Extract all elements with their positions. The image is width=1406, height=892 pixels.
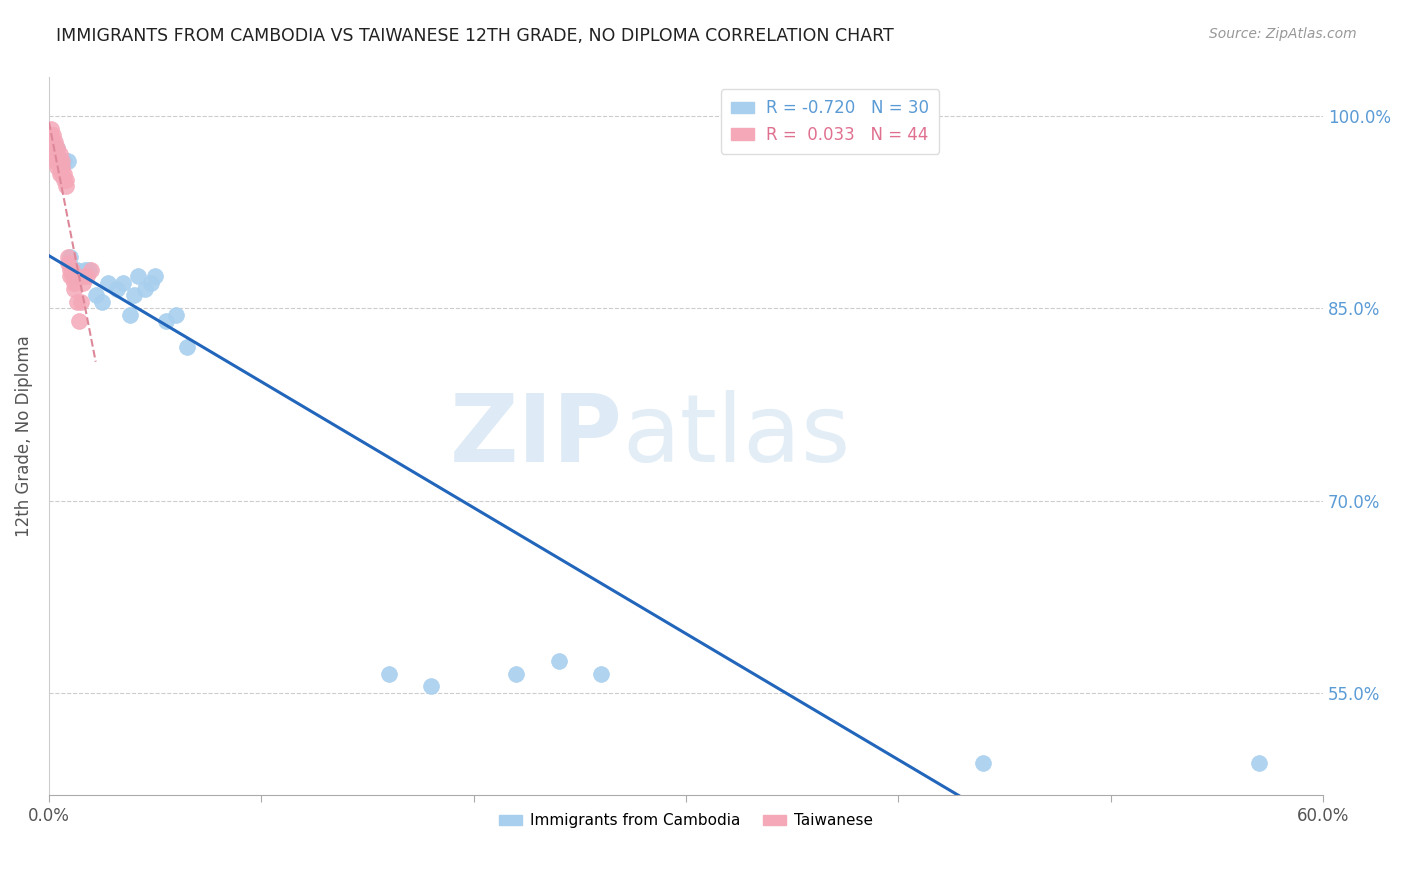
Point xyxy=(118,308,141,322)
Point xyxy=(63,282,86,296)
Point xyxy=(165,308,187,322)
Point xyxy=(42,128,65,142)
Point xyxy=(39,135,62,149)
Point xyxy=(44,141,66,155)
Point xyxy=(39,141,62,155)
Point xyxy=(127,269,149,284)
Point xyxy=(51,160,73,174)
Point xyxy=(75,269,97,284)
Point xyxy=(69,294,91,309)
Point xyxy=(52,153,75,168)
Point xyxy=(52,173,75,187)
Point xyxy=(143,269,166,284)
Point xyxy=(59,262,82,277)
Text: ZIP: ZIP xyxy=(450,391,623,483)
Point xyxy=(105,282,128,296)
Point xyxy=(134,282,156,296)
Point xyxy=(72,276,94,290)
Legend: Immigrants from Cambodia, Taiwanese: Immigrants from Cambodia, Taiwanese xyxy=(494,807,879,834)
Text: atlas: atlas xyxy=(623,391,851,483)
Point xyxy=(42,141,65,155)
Point xyxy=(176,340,198,354)
Point xyxy=(65,294,87,309)
Point xyxy=(42,135,65,149)
Text: Source: ZipAtlas.com: Source: ZipAtlas.com xyxy=(1209,27,1357,41)
Point xyxy=(55,173,77,187)
Point xyxy=(591,666,613,681)
Point xyxy=(44,153,66,168)
Point xyxy=(139,276,162,290)
Point xyxy=(39,128,62,142)
Point xyxy=(56,250,79,264)
Point xyxy=(46,141,69,155)
Point xyxy=(972,756,994,771)
Point xyxy=(44,141,66,155)
Point xyxy=(69,269,91,284)
Point xyxy=(46,153,69,168)
Point xyxy=(55,179,77,194)
Point xyxy=(42,141,65,155)
Point xyxy=(51,153,73,168)
Point xyxy=(1249,756,1271,771)
Point xyxy=(377,666,399,681)
Point xyxy=(59,269,82,284)
Point xyxy=(65,262,87,277)
Point xyxy=(48,167,70,181)
Point xyxy=(79,262,101,277)
Point xyxy=(547,654,569,668)
Point xyxy=(91,294,114,309)
Point xyxy=(155,314,177,328)
Point xyxy=(48,153,70,168)
Point xyxy=(48,147,70,161)
Point xyxy=(42,147,65,161)
Point xyxy=(56,153,79,168)
Point xyxy=(112,276,135,290)
Point xyxy=(84,288,107,302)
Point xyxy=(505,666,527,681)
Point xyxy=(46,160,69,174)
Point xyxy=(80,262,103,277)
Point xyxy=(39,121,62,136)
Point xyxy=(51,167,73,181)
Point xyxy=(56,256,79,270)
Point xyxy=(44,135,66,149)
Point xyxy=(46,147,69,161)
Point xyxy=(97,276,120,290)
Point xyxy=(44,147,66,161)
Point xyxy=(122,288,145,302)
Point xyxy=(48,160,70,174)
Point xyxy=(420,680,443,694)
Point xyxy=(63,269,86,284)
Point xyxy=(76,269,98,284)
Point xyxy=(60,262,83,277)
Point xyxy=(59,250,82,264)
Point xyxy=(63,276,86,290)
Point xyxy=(60,269,83,284)
Point xyxy=(52,167,75,181)
Y-axis label: 12th Grade, No Diploma: 12th Grade, No Diploma xyxy=(15,335,32,537)
Point xyxy=(75,262,97,277)
Point xyxy=(67,314,90,328)
Point xyxy=(46,141,69,155)
Text: IMMIGRANTS FROM CAMBODIA VS TAIWANESE 12TH GRADE, NO DIPLOMA CORRELATION CHART: IMMIGRANTS FROM CAMBODIA VS TAIWANESE 12… xyxy=(56,27,894,45)
